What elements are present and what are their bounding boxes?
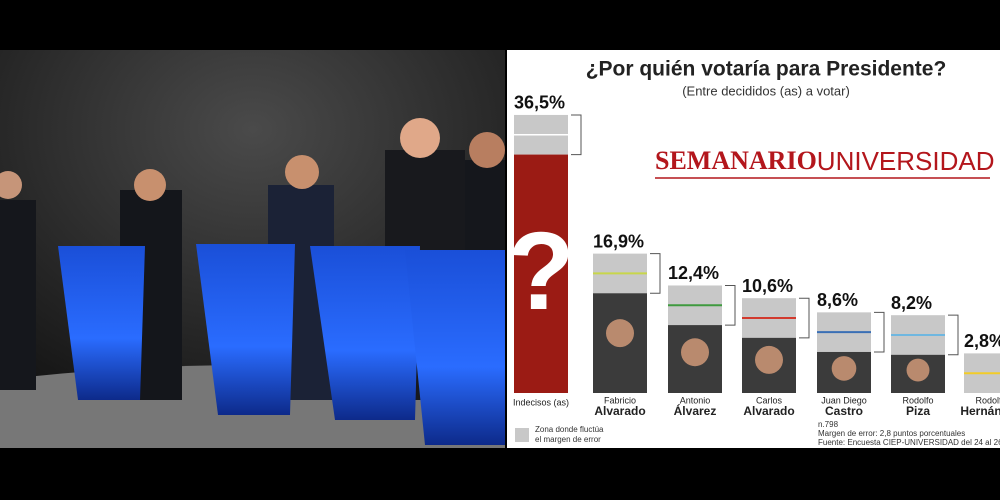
x-tick-label: Castro xyxy=(825,404,863,418)
bracket xyxy=(948,314,959,356)
candidate-photo xyxy=(831,356,857,381)
bracket xyxy=(725,284,736,326)
value-label: 8,2% xyxy=(891,293,932,313)
legend-text: Zona donde fluctúa xyxy=(535,425,604,434)
brand-part: UNIVERSIDAD xyxy=(817,146,995,176)
bar xyxy=(514,154,568,393)
x-tick-label: Rodolfo xyxy=(902,395,933,405)
x-tick-label: Rodolfo xyxy=(975,395,1000,405)
chart: ¿Por quién votaría para Presidente? (Ent… xyxy=(507,58,1000,447)
bracket xyxy=(874,311,885,353)
value-label: 12,4% xyxy=(668,263,719,283)
legend-text: el margen de error xyxy=(535,435,601,444)
value-label: 16,9% xyxy=(593,231,644,251)
note: Margen de error: 2,8 puntos porcentuales xyxy=(818,429,965,438)
x-tick-label: Hernández xyxy=(960,404,1000,418)
candidate-photo xyxy=(906,358,930,382)
candidate-photo xyxy=(606,319,634,348)
value-label: 2,8% xyxy=(964,331,1000,351)
note: n.798 xyxy=(818,420,839,429)
x-tick-label: Álvarez xyxy=(674,403,717,418)
value-label: 36,5% xyxy=(514,93,565,113)
candidate-photo xyxy=(755,345,783,374)
x-tick-label: Juan Diego xyxy=(821,395,867,405)
x-tick-label: Alvarado xyxy=(743,404,794,418)
brand: SEMANARIOUNIVERSIDAD xyxy=(655,146,995,176)
brand-part: SEMANARIO xyxy=(655,146,817,175)
x-tick-label: Carlos xyxy=(756,395,783,405)
x-tick-label: Antonio xyxy=(680,395,711,405)
debate-photo xyxy=(0,50,505,448)
note: Fuente: Encuesta CIEP-UNIVERSIDAD del 24… xyxy=(818,438,1000,447)
candidate-photo xyxy=(681,338,709,367)
value-label: 10,6% xyxy=(742,276,793,296)
bracket xyxy=(650,253,661,294)
x-tick-label: Piza xyxy=(906,404,930,418)
x-tick-label: Indecisos (as) xyxy=(513,397,569,407)
chart-subtitle: (Entre decididos (as) a votar) xyxy=(682,83,850,98)
bracket xyxy=(571,114,582,156)
legend-swatch xyxy=(515,428,529,442)
x-tick-label: Alvarado xyxy=(594,404,645,418)
chart-title: ¿Por quién votaría para Presidente? xyxy=(586,58,947,81)
x-tick-label: Fabricio xyxy=(604,395,636,405)
bracket xyxy=(799,297,810,339)
marker: ? xyxy=(507,210,574,333)
value-label: 8,6% xyxy=(817,290,858,310)
